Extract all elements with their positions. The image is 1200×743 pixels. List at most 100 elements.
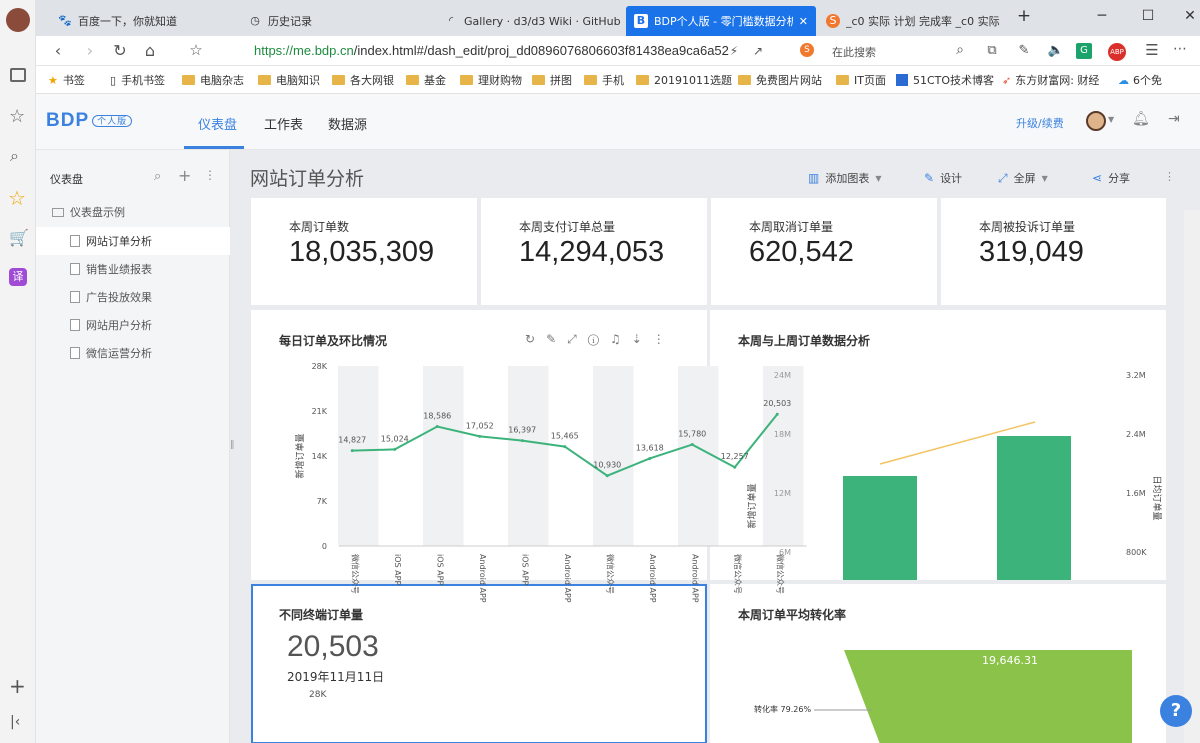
bookmark-item[interactable]: ★ 书签 <box>48 73 85 88</box>
new-tab-icon[interactable]: + <box>1016 6 1032 26</box>
sidebar-more-icon[interactable]: ⋮ <box>204 168 216 182</box>
magnifier-icon[interactable]: ⌕ <box>956 42 964 58</box>
bell-icon[interactable]: 🔔︎ <box>1132 111 1150 127</box>
data-point <box>563 445 567 449</box>
bookmark-item[interactable]: 电脑知识 <box>258 72 320 88</box>
search-engine-icon[interactable]: S <box>800 43 814 57</box>
fullscreen-button[interactable]: ⤢ 全屏 ▼ <box>998 170 1048 186</box>
adblock-icon[interactable]: ABP <box>1108 43 1126 61</box>
logout-icon[interactable]: ⇥ <box>1168 111 1180 127</box>
news-icon[interactable] <box>10 68 26 82</box>
alert-bell-icon[interactable]: ♫ <box>609 332 632 346</box>
main-scrollbar[interactable] <box>1184 210 1200 743</box>
add-chart-button[interactable]: ▥ 添加图表 ▼ <box>808 171 882 185</box>
terminal-panel[interactable]: 不同终端订单量 20,503 2019年11月11日 28K <box>251 584 707 743</box>
paw-icon: 🐾 <box>58 14 72 27</box>
sort-icon[interactable]: ⇣ <box>631 332 653 346</box>
bookmark-item[interactable]: 理财购物 <box>460 72 522 88</box>
extension-2-icon[interactable]: ✎ <box>1018 43 1030 58</box>
maximize-icon[interactable]: ☐ <box>1141 8 1155 24</box>
kpi-card-paid[interactable]: 本周支付订单总量 14,294,053 <box>481 198 707 305</box>
sidebar-item-ad-effect[interactable]: 广告投放效果 <box>36 283 230 311</box>
user-avatar-icon[interactable] <box>1086 111 1106 131</box>
share-button[interactable]: ⋖ 分享 <box>1092 171 1131 185</box>
bookmark-item[interactable]: 手机 <box>584 72 624 88</box>
sidebar-add-icon[interactable]: + <box>178 166 192 185</box>
sidebar-item-order-analysis[interactable]: 网站订单分析 <box>36 227 230 255</box>
collapse-rail-icon[interactable]: |‹ <box>10 714 21 730</box>
tab-baidu[interactable]: 🐾 百度一下，你就知道 <box>50 6 240 36</box>
reload-icon[interactable]: ↻ <box>113 41 127 60</box>
nav-dashboard[interactable]: 仪表盘 <box>198 118 238 133</box>
more-options-icon[interactable]: ⋮ <box>1164 170 1175 183</box>
bookmark-item[interactable]: 基金 <box>406 72 446 88</box>
menu-icon[interactable]: ☰ <box>1145 41 1159 59</box>
info-icon[interactable]: ⓘ <box>587 332 610 346</box>
category-band <box>423 366 464 546</box>
kpi-card-complaints[interactable]: 本周被投诉订单量 319,049 <box>941 198 1166 305</box>
sidebar-search-icon[interactable]: ⌕ <box>154 169 162 184</box>
bookmark-item[interactable]: 各大网银 <box>332 72 394 88</box>
resize-handle[interactable]: ‖ <box>230 440 235 450</box>
bookmark-item[interactable]: ☁ 6个免 <box>1118 73 1162 88</box>
tab-github[interactable]: ◜ Gallery · d3/d3 Wiki · GitHub <box>436 6 626 36</box>
kpi-card-cancelled[interactable]: 本周取消订单量 620,542 <box>711 198 937 305</box>
x-tick-label: 微信公众号 <box>775 554 785 594</box>
sidebar-item-wechat-ops[interactable]: 微信运营分析 <box>36 339 230 367</box>
more-icon[interactable]: ⋯ <box>1173 41 1187 57</box>
design-button[interactable]: ✎ 设计 <box>924 171 963 185</box>
minimize-icon[interactable]: ─ <box>1097 8 1107 24</box>
url-field[interactable]: https://me.bdp.cn/index.html#/dash_edit/… <box>254 43 729 58</box>
close-window-icon[interactable]: ✕ <box>1184 8 1196 24</box>
bookmark-item[interactable]: 电脑杂志 <box>182 72 244 88</box>
edit-icon[interactable]: ✎ <box>546 332 568 346</box>
add-icon[interactable]: + <box>9 674 26 698</box>
cart-icon[interactable]: 🛒 <box>9 228 29 247</box>
nav-worksheet[interactable]: 工作表 <box>264 118 304 133</box>
bookmark-item[interactable]: 51CTO技术博客 <box>896 72 994 88</box>
back-icon[interactable]: ‹ <box>54 41 62 60</box>
bdp-logo[interactable]: BDP 个人版 <box>46 110 133 132</box>
search-icon[interactable]: ⌕ <box>10 146 19 165</box>
bookmark-item[interactable]: ▯ 手机书签 <box>110 73 166 88</box>
refresh-icon[interactable]: ↻ <box>525 332 547 346</box>
translate-icon[interactable]: 译 <box>9 268 27 286</box>
forward-icon[interactable]: › <box>86 41 94 60</box>
favorites-star-icon[interactable]: ☆ <box>8 186 26 210</box>
star-outline-icon[interactable]: ☆ <box>9 106 26 127</box>
fullscreen-icon: ⤢ <box>998 170 1008 185</box>
x-tick-label: Android APP <box>648 554 657 603</box>
expand-icon[interactable]: ⤢ <box>567 332 588 346</box>
nav-datasource[interactable]: 数据源 <box>328 118 368 133</box>
tab-history[interactable]: ◷ 历史记录 <box>240 6 430 36</box>
daily-chart-panel[interactable]: 每日订单及环比情况 ↻✎⤢ⓘ♫⇣⋮ 28K 21K 14K 7K 0 新增订单量 14,82… <box>251 310 807 603</box>
data-point <box>690 443 694 447</box>
audio-icon[interactable]: 🔈 <box>1047 43 1065 58</box>
help-button[interactable]: ? <box>1160 695 1192 727</box>
user-avatar[interactable] <box>6 8 30 32</box>
close-tab-icon[interactable]: ✕ <box>798 14 808 28</box>
bookmark-item[interactable]: IT页面 <box>836 72 886 88</box>
sidebar-item-user-analysis[interactable]: 网站用户分析 <box>36 311 230 339</box>
x-tick-label: iOS APP <box>435 554 444 585</box>
share-page-icon[interactable]: ↗ <box>752 44 764 58</box>
tab-excel[interactable]: S _c0 实际 计划 完成率 _c0 实际 <box>818 6 1008 36</box>
upgrade-link[interactable]: 升级/续费 <box>1016 117 1064 130</box>
chevron-down-icon[interactable]: ▼ <box>1108 115 1115 124</box>
home-icon[interactable]: ⌂ <box>144 41 156 60</box>
bookmark-star-icon[interactable]: ☆ <box>189 41 203 59</box>
extension-icon[interactable]: ⧉ <box>987 43 997 58</box>
sidebar-folder[interactable]: 仪表盘示例 <box>36 198 230 226</box>
bookmark-item[interactable]: 拼图 <box>532 72 572 88</box>
tab-bdp[interactable]: B BDP个人版 - 零门槛数据分析 ✕ <box>626 6 816 36</box>
panel-more-icon[interactable]: ⋮ <box>652 332 676 346</box>
grammarly-icon[interactable]: G <box>1076 43 1092 59</box>
bookmark-item[interactable]: ➶ 东方财富网: 财经 <box>1002 73 1100 88</box>
lightning-icon[interactable]: ⚡ <box>729 44 739 58</box>
bookmark-item[interactable]: 20191011选题 <box>636 72 732 88</box>
kpi-card-orders[interactable]: 本周订单数 18,035,309 <box>251 198 477 305</box>
sidebar-item-sales-report[interactable]: 销售业绩报表 <box>36 255 230 283</box>
conversion-panel[interactable]: 本周订单平均转化率 19,646.31 转化率 79.26% <box>710 584 1166 743</box>
bookmark-item[interactable]: 免费图片网站 <box>738 72 822 88</box>
search-input[interactable]: 在此搜索 <box>832 46 876 59</box>
